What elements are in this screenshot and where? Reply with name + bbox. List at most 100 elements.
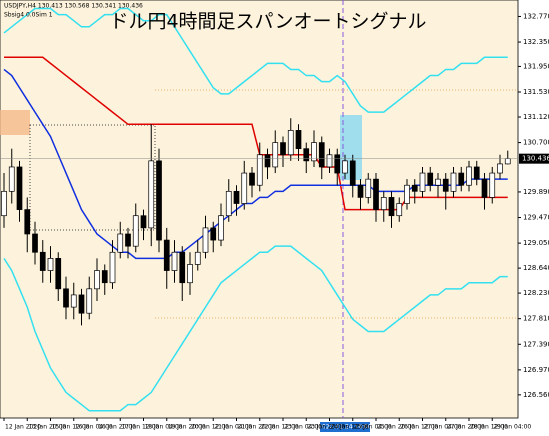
candle-body <box>1 190 7 217</box>
candle-body <box>280 142 286 156</box>
candle-body <box>163 239 170 271</box>
crosshair-label-bg <box>320 422 370 432</box>
x-tick-label: 19 Jan 20:00 <box>168 424 206 431</box>
candle-body <box>489 172 496 198</box>
candle-body <box>202 227 209 253</box>
subheader: Sbsig4 0.0Sim 1 <box>4 12 53 19</box>
zone-highlight <box>0 110 30 135</box>
x-tick-label: 25 Jan 20:00 <box>377 424 415 431</box>
candle-body <box>125 233 131 247</box>
current-price-bg <box>519 153 549 164</box>
candle-body <box>241 172 248 204</box>
x-tick-label: 23 Jan 04:00 <box>284 424 322 431</box>
dotted-zone <box>29 124 156 231</box>
x-tick-label: 27 Jan 20:00 <box>447 424 485 431</box>
x-tick-label: 15 Jan 12:00 <box>52 424 90 431</box>
candle-body <box>86 288 93 314</box>
candle-body <box>504 158 511 165</box>
candle-body <box>132 215 139 247</box>
y-tick-label: 130.700 <box>523 139 549 147</box>
current-price-label: 130.436 <box>522 155 549 163</box>
candle-body <box>326 154 333 168</box>
candle-body <box>466 166 472 186</box>
x-tick-label: 26 Jan 12:00 <box>400 424 438 431</box>
y-tick-label: 126.560 <box>523 391 549 399</box>
y-tick-label: 129.050 <box>523 239 549 247</box>
candle-body <box>218 215 224 241</box>
candle-body <box>334 154 341 174</box>
y-tick-label: 129.470 <box>523 214 549 222</box>
candle-body <box>396 203 403 217</box>
candle-body <box>388 197 395 217</box>
x-tick-label: 13 Jan 20:00 <box>28 424 66 431</box>
y-tick-label: 127.810 <box>523 315 549 323</box>
x-tick-label: 27 Jan 04:00 <box>424 424 462 431</box>
candle-body <box>117 233 124 253</box>
candle-body <box>303 148 310 162</box>
candle-body <box>450 172 457 192</box>
x-tick-label: 18 Jan 04:00 <box>145 424 183 431</box>
candle-body <box>342 160 348 174</box>
candle-body <box>187 264 193 284</box>
x-tick-label: 20 Jan 12:00 <box>191 424 229 431</box>
candle-body <box>318 142 325 168</box>
candle-body <box>179 251 186 284</box>
y-tick-label: 128.640 <box>523 264 549 272</box>
candle-body <box>380 197 387 210</box>
candle-body <box>39 251 46 271</box>
x-tick-label: 25 Jan 04:00 <box>354 424 392 431</box>
y-tick-label: 127.390 <box>523 340 549 348</box>
candle-body <box>435 178 441 186</box>
candle-body <box>295 130 302 150</box>
x-tick-label: 21 Jan 04:00 <box>214 424 252 431</box>
candle-body <box>357 184 364 198</box>
y-tick-label: 131.950 <box>523 62 549 70</box>
candle-body <box>287 130 294 156</box>
candle-body <box>194 251 201 265</box>
indicator-line <box>4 56 508 211</box>
x-tick-label: 24 Jan 12:00 <box>331 424 369 431</box>
candle-body <box>419 172 426 192</box>
candle-body <box>497 163 503 174</box>
candle-body <box>140 215 147 229</box>
candle-body <box>481 178 488 198</box>
candle-body <box>404 184 410 204</box>
candle-body <box>47 258 54 271</box>
candle-body <box>225 190 232 217</box>
plot-area <box>0 0 519 419</box>
header: USDJPY,H4 130.413 130.568 130.341 130.43… <box>4 3 143 10</box>
candle-body <box>373 178 379 210</box>
candle-body <box>8 166 15 192</box>
y-tick-label: 131.120 <box>523 113 549 121</box>
y-tick-label: 126.970 <box>523 366 549 374</box>
candle-body <box>210 227 217 241</box>
candle-body <box>365 178 372 198</box>
candle-body <box>148 160 155 229</box>
candle-body <box>70 294 77 308</box>
candle-body <box>16 166 23 210</box>
x-tick-label: 23 Jan 20:00 <box>307 424 345 431</box>
x-tick-label: 16 Jan 20:00 <box>98 424 136 431</box>
crosshair-label: 2020.01.24 16:00 <box>318 424 372 431</box>
candle-body <box>473 166 480 180</box>
y-tick-label: 129.890 <box>523 188 549 196</box>
candle-body <box>171 251 178 271</box>
candle-body <box>427 172 434 186</box>
candle-body <box>349 160 356 186</box>
y-tick-label: 131.530 <box>523 88 549 96</box>
candle-body <box>233 190 240 204</box>
candle-body <box>94 270 100 290</box>
x-tick-label: 12 Jan 2020 <box>5 424 41 431</box>
chart-title: ドル円4時間足スパンオートシグナル <box>109 11 426 33</box>
candle-body <box>264 154 271 168</box>
x-tick-label: 28 Jan 12:00 <box>470 424 508 431</box>
y-tick-label: 128.230 <box>523 289 549 297</box>
candle-body <box>24 209 31 235</box>
candle-body <box>63 288 69 308</box>
x-tick-label: 29 Jan 04:00 <box>493 424 531 431</box>
candle-body <box>101 270 108 284</box>
indicator-line <box>3 7 508 113</box>
candle-body <box>411 184 418 192</box>
x-tick-label: 16 Jan 04:00 <box>75 424 113 431</box>
